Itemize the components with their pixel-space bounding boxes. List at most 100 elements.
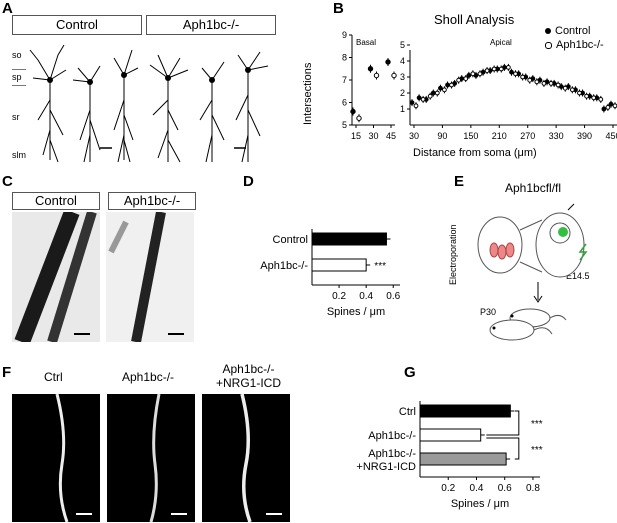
layer-divider-top xyxy=(12,69,26,70)
sholl-xlabel: Distance from soma (μm) xyxy=(413,147,537,159)
f-rescue-label-line1: Aph1bc-/- xyxy=(222,362,275,376)
apical-point-mutant xyxy=(420,97,426,102)
e-title: Aph1bcfl/fl xyxy=(505,181,561,195)
g-svg-category-label: Aph1bc-/- xyxy=(368,430,416,442)
f-ctrl-label: Ctrl xyxy=(44,370,63,384)
panel-letter-g: G xyxy=(404,364,416,381)
g-bracket-2 xyxy=(486,437,520,460)
apical-point-mutant xyxy=(513,71,518,77)
apical-point-mutant xyxy=(427,93,433,99)
legend-filled-marker xyxy=(545,28,551,34)
g-svg-xlabel: Spines / μm xyxy=(451,498,509,510)
apical-point-mutant xyxy=(491,66,497,72)
legend-open-marker xyxy=(545,41,552,49)
apical-point-control xyxy=(438,85,443,91)
d-svg-bar xyxy=(311,232,387,246)
apical-xtick-label: 150 xyxy=(463,131,478,141)
d-svg-xtick-label: 0.2 xyxy=(332,291,346,302)
apical-point-mutant xyxy=(456,77,462,83)
g-svg-xtick-label: 0.4 xyxy=(470,483,484,494)
apical-point-mutant xyxy=(463,76,469,81)
control-label-box: Control xyxy=(12,15,142,35)
apical-point-mutant xyxy=(442,87,447,93)
apical-point-mutant xyxy=(605,105,611,110)
apical-ytick-label: 4 xyxy=(400,56,405,66)
legend-mutant-text: Aph1bc-/- xyxy=(556,39,604,51)
g-svg-category-label: Ctrl xyxy=(399,406,416,418)
apical-point-mutant xyxy=(498,66,504,72)
sholl-title: Sholl Analysis xyxy=(434,12,515,27)
g-svg-xtick-label: 0.2 xyxy=(441,483,455,494)
d-svg-xtick-label: 0.4 xyxy=(359,291,373,302)
panel-letter-a: A xyxy=(2,0,13,17)
g-svg-xtick-label: 0.8 xyxy=(526,483,540,494)
basal-point-control xyxy=(367,66,374,72)
p-age-label: P30 xyxy=(480,307,497,317)
layer-sp: sp xyxy=(12,72,22,82)
basal-label: Basal xyxy=(356,38,377,47)
f-ctrl-image xyxy=(12,394,100,522)
apical-point-mutant xyxy=(470,71,476,77)
basal-ytick-label: 8 xyxy=(342,53,347,63)
apical-xtick-label: 90 xyxy=(437,131,447,141)
sholl-chart: 56789153045123453090150210270330390450 xyxy=(342,30,617,141)
f-mutant-image xyxy=(107,394,195,522)
apical-point-mutant xyxy=(577,90,582,96)
basal-point-control xyxy=(385,59,391,65)
apical-xtick-label: 30 xyxy=(409,131,419,141)
apical-point-mutant xyxy=(434,90,440,96)
apical-xtick-label: 270 xyxy=(520,131,535,141)
panel-letter-e: E xyxy=(454,173,465,190)
g-svg-bar xyxy=(419,404,511,418)
apical-point-mutant xyxy=(562,85,568,91)
apical-point-control xyxy=(509,69,514,75)
f-mutant-label: Aph1bc-/- xyxy=(122,370,175,384)
basal-xtick-label: 15 xyxy=(351,131,361,141)
g-chart: 0.2 0.4 0.6 0.8 Spines / μm Ctrl Aph1bc-/- Aph1… xyxy=(356,401,543,510)
d-svg-category-label: Aph1bc-/- xyxy=(260,260,308,272)
f-rescue-image xyxy=(202,394,290,522)
d-svg-xtick-label: 0.6 xyxy=(386,291,400,302)
apical-point-mutant xyxy=(569,87,575,93)
basal-xtick-label: 45 xyxy=(386,131,396,141)
basal-ytick-label: 9 xyxy=(342,30,347,40)
apical-point-mutant xyxy=(534,79,540,85)
layer-so: so xyxy=(12,50,22,60)
basal-point-mutant xyxy=(356,115,362,121)
c-mutant-label: Aph1bc-/- xyxy=(108,192,196,210)
mutant-label-box: Aph1bc-/- xyxy=(146,15,276,35)
panel-letter-d: D xyxy=(243,173,254,190)
apical-point-control xyxy=(466,73,472,78)
apical-point-mutant xyxy=(520,74,526,80)
apical-point-mutant xyxy=(591,95,597,101)
f-rescue-label: Aph1bc-/- +NRG1-ICD xyxy=(216,362,281,390)
mutant-label-text: Aph1bc-/- xyxy=(182,17,240,32)
c-control-label: Control xyxy=(12,192,100,210)
layer-sr: sr xyxy=(12,112,20,122)
apical-xtick-label: 210 xyxy=(492,131,507,141)
c-control-image xyxy=(12,212,100,342)
panel-letter-b: B xyxy=(333,0,344,17)
apical-point-mutant xyxy=(484,68,490,73)
apical-point-control xyxy=(608,101,614,107)
apical-point-control xyxy=(409,100,415,105)
electroporation-schematic xyxy=(477,203,588,341)
apical-point-mutant xyxy=(541,81,547,86)
apical-ytick-label: 3 xyxy=(400,72,405,82)
basal-ytick-label: 7 xyxy=(342,75,347,85)
c-mutant-image xyxy=(106,212,194,342)
g-svg-category-label: +NRG1-ICD xyxy=(356,461,416,473)
apical-point-mutant xyxy=(555,82,561,88)
g-svg-xtick-label: 0.6 xyxy=(498,483,512,494)
apical-ytick-label: 2 xyxy=(400,88,405,98)
d-svg-bar xyxy=(311,258,367,272)
apical-point-control xyxy=(430,90,436,96)
layer-slm: slm xyxy=(12,150,26,160)
basal-ytick-label: 6 xyxy=(342,98,347,108)
g-svg-category-label: Aph1bc-/- xyxy=(368,448,416,460)
neuron-tracings xyxy=(29,44,269,163)
apical-xtick-label: 450 xyxy=(605,131,617,141)
legend-control-text: Control xyxy=(555,25,591,37)
apical-point-mutant xyxy=(449,82,454,88)
